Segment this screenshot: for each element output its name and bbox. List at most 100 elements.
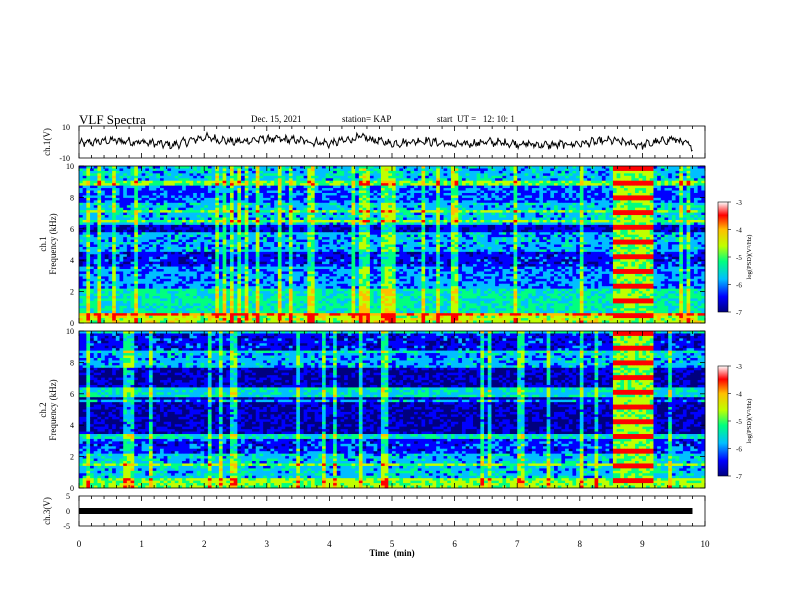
spectrogram-cell — [134, 191, 138, 194]
spectrogram-cell — [149, 235, 153, 238]
spectrogram-cell — [532, 193, 536, 196]
spectrogram-cell — [186, 222, 190, 225]
spectrogram-cell — [304, 195, 308, 198]
spectrogram-cell — [256, 195, 260, 198]
spectrogram-cell — [208, 176, 212, 179]
spectrogram-cell — [293, 186, 297, 189]
spectrogram-cell — [657, 203, 661, 206]
spectrogram-cell — [657, 188, 661, 191]
spectrogram-cell — [657, 178, 661, 181]
spectrogram-cell — [363, 205, 367, 208]
spectrogram-cell — [83, 171, 87, 174]
spectrogram-cell — [580, 171, 584, 174]
spectrogram-cell — [351, 198, 355, 201]
spectrogram-cell — [348, 230, 352, 233]
spectrogram-cell — [366, 171, 370, 174]
spectrogram-cell — [363, 208, 367, 211]
spectrogram-cell — [543, 168, 547, 171]
spectrogram-cell — [116, 183, 120, 186]
spectrogram-cell — [499, 168, 503, 171]
spectrogram-cell — [153, 183, 157, 186]
spectrogram-cell — [289, 193, 293, 196]
spectrogram-cell — [307, 183, 311, 186]
spectrogram-cell — [547, 188, 551, 191]
spectrogram-cell — [197, 181, 201, 184]
spectrogram-cell — [363, 215, 367, 218]
spectrogram-cell — [326, 171, 330, 174]
spectrogram-cell — [532, 181, 536, 184]
spectrogram-cell — [245, 203, 249, 206]
spectrogram-cell — [219, 186, 223, 189]
spectrogram-cell — [639, 173, 643, 176]
spectrogram-cell — [396, 188, 400, 191]
spectrogram-cell — [145, 237, 149, 240]
spectrogram-cell — [491, 220, 495, 223]
spectrogram-cell — [153, 227, 157, 230]
spectrogram-cell — [282, 218, 286, 221]
spectrogram-cell — [451, 183, 455, 186]
spectrogram-cell — [653, 215, 657, 218]
spectrogram-cell — [653, 188, 657, 191]
spectrogram-cell — [510, 166, 514, 169]
spectrogram-cell — [101, 200, 105, 203]
spectrogram-cell — [318, 208, 322, 211]
spectrogram-cell — [94, 215, 98, 218]
spectrogram-cell — [149, 168, 153, 171]
spectrogram-cell — [392, 203, 396, 206]
spectrogram-cell — [462, 230, 466, 233]
spectrogram-cell — [116, 227, 120, 230]
spectrogram-cell — [120, 186, 124, 189]
spectrogram-cell — [267, 195, 271, 198]
spectrogram-cell — [351, 200, 355, 203]
spectrogram-cell — [679, 176, 683, 179]
spectrogram-cell — [690, 210, 694, 213]
spectrogram-cell — [127, 232, 131, 235]
spectrogram-cell — [285, 183, 289, 186]
spectrogram-cell — [344, 181, 348, 184]
spectrogram-cell — [444, 198, 448, 201]
spectrogram-cell — [182, 191, 186, 194]
spectrogram-cell — [576, 210, 580, 213]
spectrogram-cell — [197, 225, 201, 228]
spectrogram-cell — [536, 181, 540, 184]
spectrogram-cell — [510, 218, 514, 221]
spectrogram-cell — [348, 215, 352, 218]
spectrogram-cell — [569, 166, 573, 169]
spectrogram-cell — [315, 213, 319, 216]
spectrogram-cell — [97, 200, 101, 203]
spectrogram-cell — [370, 230, 374, 233]
spectrogram-cell — [97, 205, 101, 208]
spectrogram-cell — [617, 222, 621, 225]
spectrogram-cell — [525, 198, 529, 201]
spectrogram-cell — [234, 186, 238, 189]
spectrogram-cell — [145, 205, 149, 208]
spectrogram-cell — [429, 181, 433, 184]
spectrogram-cell — [293, 225, 297, 228]
spectrogram-cell — [212, 237, 216, 240]
spectrogram-cell — [429, 191, 433, 194]
spectrogram-cell — [259, 230, 263, 233]
spectrogram-cell — [447, 210, 451, 213]
spectrogram-cell — [410, 205, 414, 208]
spectrogram-cell — [105, 168, 109, 171]
spectrogram-cell — [112, 205, 116, 208]
spectrogram-cell — [241, 193, 245, 196]
spectrogram-cell — [425, 183, 429, 186]
spectrogram-cell — [131, 181, 135, 184]
spectrogram-cell — [580, 213, 584, 216]
spectrogram-cell — [315, 173, 319, 176]
spectrogram-cell — [182, 215, 186, 218]
spectrogram-cell — [624, 220, 628, 223]
spectrogram-cell — [153, 195, 157, 198]
spectrogram-cell — [628, 220, 632, 223]
spectrogram-cell — [444, 210, 448, 213]
spectrogram-cell — [120, 203, 124, 206]
spectrogram-cell — [569, 200, 573, 203]
spectrogram-cell — [167, 191, 171, 194]
spectrogram-cell — [613, 227, 617, 230]
spectrogram-cell — [657, 193, 661, 196]
spectrogram-cell — [561, 193, 565, 196]
spectrogram-cell — [517, 171, 521, 174]
spectrogram-cell — [421, 215, 425, 218]
spectrogram-cell — [359, 222, 363, 225]
